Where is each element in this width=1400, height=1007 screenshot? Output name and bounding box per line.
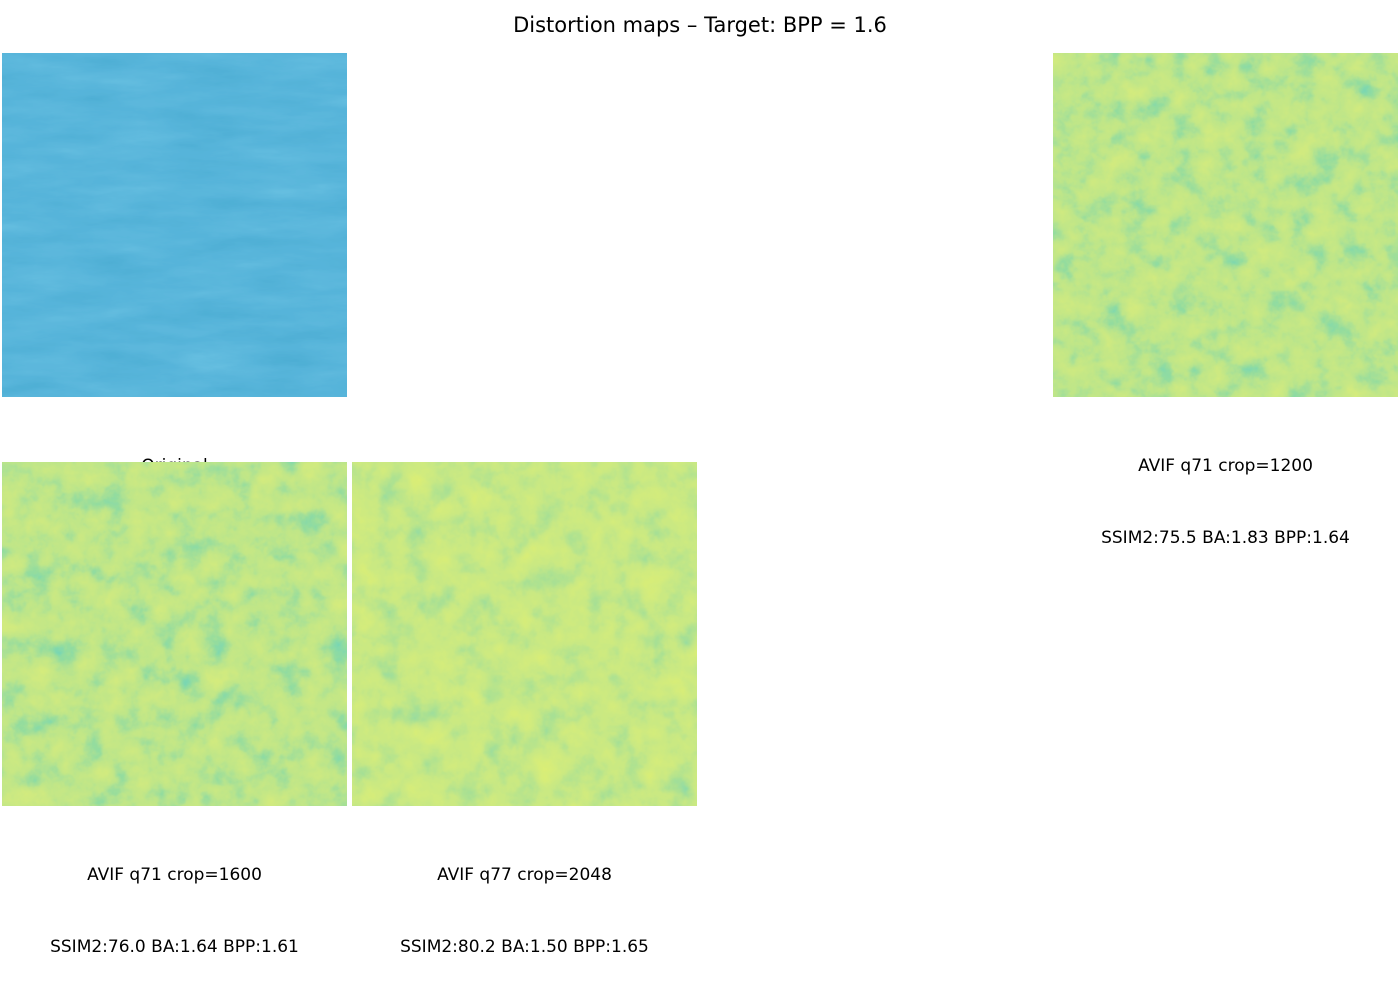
caption-line1: AVIF q71 crop=1600 (87, 865, 262, 885)
distortion-map-image (1053, 53, 1398, 397)
caption-line2: SSIM2:80.2 BA:1.50 BPP:1.65 (400, 937, 649, 957)
original-reference-image (2, 53, 347, 397)
caption-line1: AVIF q71 crop=1200 (1138, 456, 1313, 476)
distortion-map-image (352, 462, 697, 806)
caption-line1: AVIF q77 crop=2048 (437, 865, 612, 885)
panel-avif-q71-crop1600: AVIF q71 crop=1600 SSIM2:76.0 BA:1.64 BP… (2, 462, 347, 1007)
distortion-map-image (2, 462, 347, 806)
caption-line2: SSIM2:76.0 BA:1.64 BPP:1.61 (50, 937, 299, 957)
panel-caption: AVIF q71 crop=1200 SSIM2:75.5 BA:1.83 BP… (1023, 406, 1400, 598)
panel-caption: AVIF q77 crop=2048 SSIM2:80.2 BA:1.50 BP… (322, 815, 727, 1007)
panel-avif-q71-crop1200: AVIF q71 crop=1200 SSIM2:75.5 BA:1.83 BP… (1053, 53, 1398, 598)
panel-avif-q77-crop2048: AVIF q77 crop=2048 SSIM2:80.2 BA:1.50 BP… (352, 462, 697, 1007)
panel-caption: AVIF q71 crop=1600 SSIM2:76.0 BA:1.64 BP… (0, 815, 377, 1007)
figure-title: Distortion maps – Target: BPP = 1.6 (513, 13, 887, 37)
caption-line2: SSIM2:75.5 BA:1.83 BPP:1.64 (1101, 528, 1350, 548)
